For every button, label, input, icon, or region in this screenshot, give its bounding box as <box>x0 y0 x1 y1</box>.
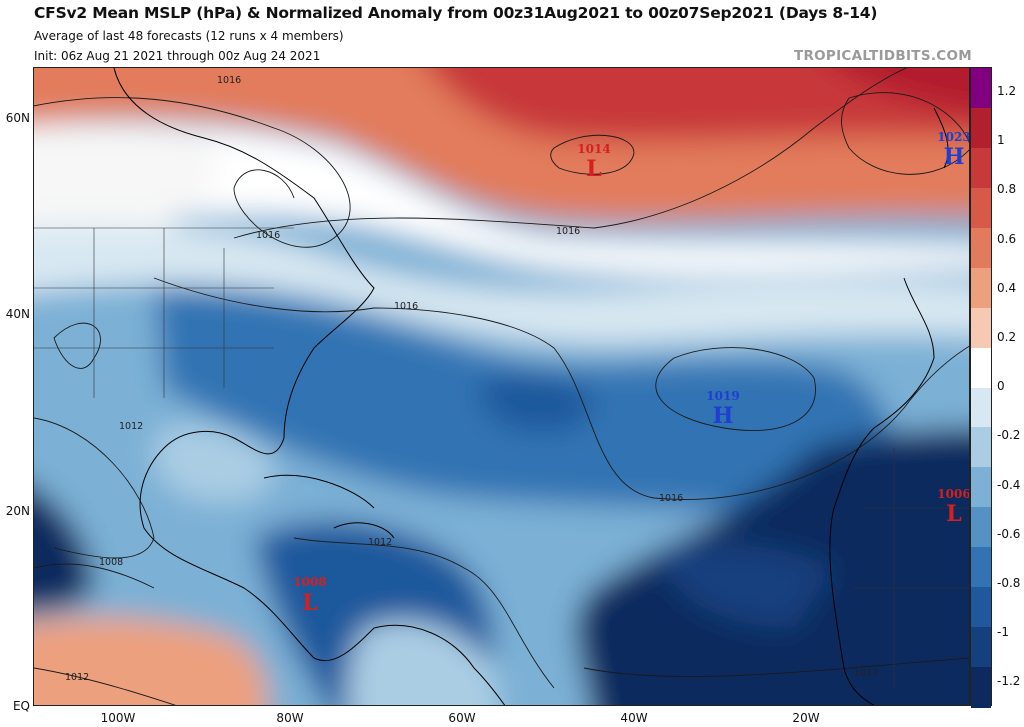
system-1019-letter: H <box>713 403 734 429</box>
colorbar-label: 0.8 <box>997 182 1017 197</box>
colorbar-label: -1 <box>997 625 1009 640</box>
anomaly-map: 1016 1016 1016 1016 1016 1012 1012 1012 … <box>34 68 970 705</box>
isobar-label: 1008 <box>99 557 123 568</box>
colorbar-label: 1.2 <box>997 84 1017 98</box>
system-1008-pressure: 1008 <box>293 575 326 589</box>
isobar-label: 1012 <box>368 537 392 548</box>
colorbar-segment <box>971 427 991 468</box>
lon-label-80w: 80W <box>276 711 304 725</box>
lon-label-60w: 60W <box>448 711 476 725</box>
political-borders <box>34 227 969 688</box>
isobar-label: 1016 <box>217 75 241 86</box>
isobar-label-group: 1016 1016 1016 1016 1016 1012 1012 1012 … <box>65 75 878 683</box>
isobar-label: 1016 <box>556 226 580 237</box>
chart-subtitle-init: Init: 06z Aug 21 2021 through 00z Aug 24… <box>34 49 321 63</box>
colorbar-label: 0.4 <box>997 280 1017 295</box>
colorbar-label: 0.2 <box>997 330 1017 344</box>
colorbar-segment <box>971 227 991 269</box>
colorbar-segment <box>971 187 991 229</box>
isobar-label: 1012 <box>65 672 89 683</box>
lat-label-60n: 60N <box>5 111 30 125</box>
lon-label-20w: 20W <box>792 711 820 725</box>
lon-label-100w: 100W <box>100 711 136 725</box>
chart-title: CFSv2 Mean MSLP (hPa) & Normalized Anoma… <box>34 4 878 22</box>
system-1014-letter: L <box>586 156 601 182</box>
system-1023-letter: H <box>944 144 965 170</box>
chart-subtitle-forecasts: Average of last 48 forecasts (12 runs x … <box>34 29 344 43</box>
brand-watermark: TROPICALTIDBITS.COM <box>793 48 972 64</box>
isobar-label: 1012 <box>119 421 143 432</box>
colorbar-segment <box>971 507 991 548</box>
map-panel: 1016 1016 1016 1016 1016 1012 1012 1012 … <box>33 67 970 706</box>
isobar-label: 1016 <box>659 493 683 504</box>
colorbar-label: -0.2 <box>997 428 1021 443</box>
colorbar-segment <box>971 547 991 588</box>
colorbar-segment <box>971 147 991 189</box>
isobar-label: 1012 <box>854 668 878 679</box>
colorbar-label: -0.6 <box>997 526 1021 541</box>
colorbar-segment <box>971 267 991 309</box>
isobar-label: 1016 <box>256 230 280 241</box>
colorbar-label: 1 <box>997 133 1005 148</box>
system-1008-letter: L <box>302 590 317 616</box>
lat-label-20n: 20N <box>5 504 30 518</box>
isobar-label: 1016 <box>394 301 418 312</box>
system-1019-pressure: 1019 <box>706 389 739 403</box>
colorbar-segment <box>971 587 991 628</box>
lat-label-eq: EQ <box>12 699 30 713</box>
isobar-lines <box>34 68 969 705</box>
pressure-systems: 1014 L 1023 H 1019 H 1006 L 1008 L <box>293 130 970 616</box>
coastlines <box>113 68 949 705</box>
colorbar-segment <box>971 387 991 428</box>
lon-label-40w: 40W <box>620 711 648 725</box>
colorbar-segment <box>971 347 991 388</box>
colorbar-label: -1.2 <box>997 674 1021 689</box>
colorbar <box>970 67 992 708</box>
colorbar-segment <box>971 107 991 149</box>
system-1006-pressure: 1006 <box>937 487 970 501</box>
colorbar-segment <box>971 667 991 708</box>
anomaly-field <box>34 68 969 705</box>
colorbar-segment <box>971 68 991 109</box>
colorbar-segment <box>971 467 991 508</box>
system-1023-pressure: 1023 <box>937 130 970 144</box>
lat-label-40n: 40N <box>5 307 30 321</box>
colorbar-label: -0.8 <box>997 576 1021 590</box>
colorbar-segment <box>971 627 991 668</box>
system-1014-pressure: 1014 <box>577 142 610 156</box>
colorbar-label: 0.6 <box>997 231 1017 246</box>
colorbar-segment <box>971 307 991 349</box>
colorbar-label: -0.4 <box>997 477 1021 492</box>
colorbar-label: 0 <box>997 379 1005 394</box>
system-1006-letter: L <box>946 501 961 527</box>
